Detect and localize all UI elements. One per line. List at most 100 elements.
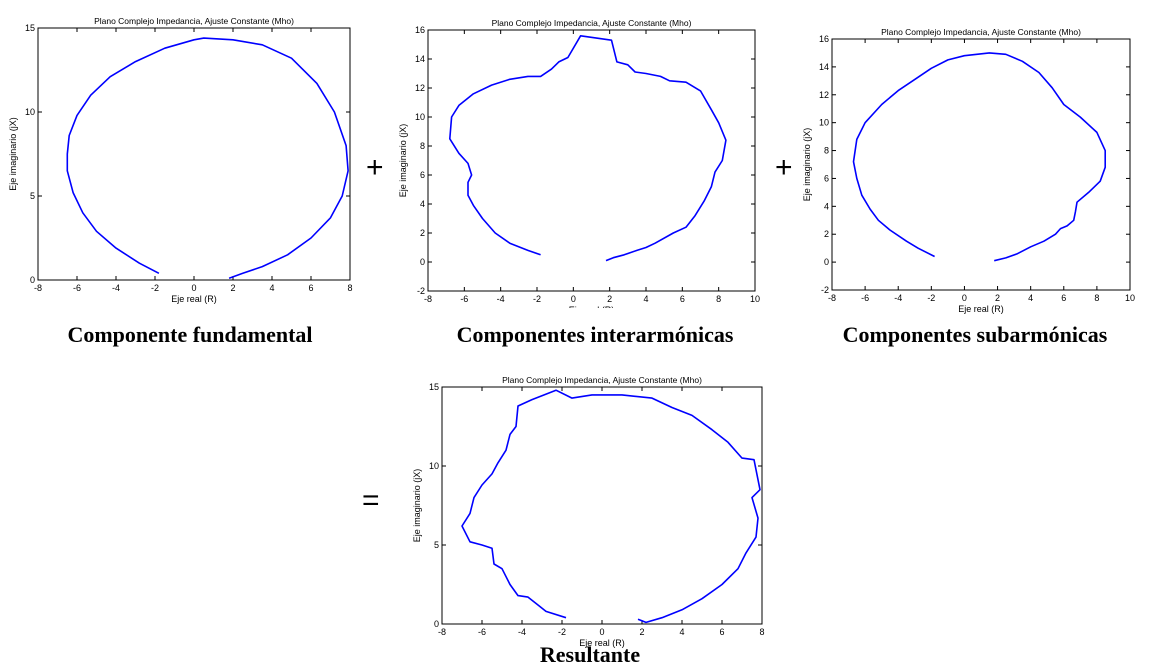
x-tick-label: 8 bbox=[716, 294, 721, 304]
x-tick-label: 0 bbox=[191, 283, 196, 293]
x-axis-label: Eje real (R) bbox=[579, 638, 625, 648]
y-tick-label: 10 bbox=[819, 118, 829, 128]
y-tick-label: 0 bbox=[30, 275, 35, 285]
x-tick-label: 8 bbox=[1094, 293, 1099, 303]
x-axis-label: Eje real (R) bbox=[569, 305, 615, 308]
x-tick-label: 8 bbox=[759, 627, 764, 637]
x-tick-label: 0 bbox=[599, 627, 604, 637]
x-tick-label: -6 bbox=[73, 283, 81, 293]
x-tick-label: -6 bbox=[478, 627, 486, 637]
caption-fundamental: Componente fundamental bbox=[67, 322, 313, 347]
x-tick-label: -8 bbox=[424, 294, 432, 304]
x-tick-label: 4 bbox=[679, 627, 684, 637]
x-tick-label: -4 bbox=[112, 283, 120, 293]
x-tick-label: 2 bbox=[607, 294, 612, 304]
chart-resultant: -8 -6 -4 -2 0 2 4 6 8 0 5 10 15 Plano Complejo Impeda… bbox=[412, 375, 765, 648]
y-tick-label: 14 bbox=[819, 62, 829, 72]
x-tick-label: 0 bbox=[962, 293, 967, 303]
y-tick-label: -2 bbox=[417, 286, 425, 296]
y-tick-label: 12 bbox=[415, 83, 425, 93]
x-tick-label: -8 bbox=[828, 293, 836, 303]
x-tick-label: 6 bbox=[1061, 293, 1066, 303]
y-tick-label: 2 bbox=[420, 228, 425, 238]
y-tick-label: 15 bbox=[25, 23, 35, 33]
x-axis-label: Eje real (R) bbox=[958, 304, 1004, 314]
y-tick-label: 4 bbox=[824, 201, 829, 211]
x-tick-label: -4 bbox=[894, 293, 902, 303]
impedance-trajectory-line bbox=[66, 37, 349, 280]
y-axis-label: Eje imaginario (jX) bbox=[802, 128, 812, 202]
chart-interharmonic: -8 -6 -4 -2 0 2 4 6 8 10 -2 0 2 4 6 8 10 12 14 16 Plano Comp… bbox=[398, 18, 760, 315]
x-tick-label: -2 bbox=[151, 283, 159, 293]
chart-subharmonic: -8 -6 -4 -2 0 2 4 6 8 10 -2 0 2 4 6 8 10 12 14 16 Plano Comp… bbox=[802, 27, 1135, 314]
caption-interharmonic: Componentes interarmónicas bbox=[456, 322, 734, 347]
y-tick-label: 0 bbox=[434, 619, 439, 629]
chart-title: Plano Complejo Impedancia, Ajuste Consta… bbox=[502, 375, 702, 385]
plot-frame bbox=[831, 38, 1131, 291]
chart-title: Plano Complejo Impedancia, Ajuste Consta… bbox=[94, 16, 294, 26]
impedance-trajectory-line bbox=[852, 52, 1107, 262]
x-tick-label: 0 bbox=[571, 294, 576, 304]
x-tick-label: 4 bbox=[269, 283, 274, 293]
x-tick-label: 4 bbox=[643, 294, 648, 304]
y-tick-label: 5 bbox=[434, 540, 439, 550]
y-tick-label: 0 bbox=[824, 257, 829, 267]
caption-resultant: Resultante bbox=[539, 642, 641, 667]
x-tick-label: 2 bbox=[230, 283, 235, 293]
y-tick-label: 10 bbox=[415, 112, 425, 122]
y-tick-label: 10 bbox=[25, 107, 35, 117]
y-tick-label: 2 bbox=[824, 229, 829, 239]
y-tick-label: 16 bbox=[819, 34, 829, 44]
y-axis-label: Eje imaginario (jX) bbox=[412, 469, 422, 543]
chart-panel-subharmonic: -8 -6 -4 -2 0 2 4 6 8 10 -2 0 2 4 6 8 10 12 14 16 Plano Comp… bbox=[792, 16, 1154, 316]
y-tick-label: 5 bbox=[30, 191, 35, 201]
x-axis-label: Eje real (R) bbox=[171, 294, 217, 304]
x-tick-label: 6 bbox=[308, 283, 313, 293]
x-tick-label: -4 bbox=[497, 294, 505, 304]
x-tick-label: 6 bbox=[719, 627, 724, 637]
y-tick-label: 8 bbox=[420, 141, 425, 151]
y-tick-label: 14 bbox=[415, 54, 425, 64]
y-tick-label: 4 bbox=[420, 199, 425, 209]
y-tick-label: 15 bbox=[429, 382, 439, 392]
y-axis-label: Eje imaginario (jX) bbox=[398, 124, 408, 198]
x-tick-label: 10 bbox=[750, 294, 760, 304]
x-tick-label: -2 bbox=[558, 627, 566, 637]
plus-operator-1: + bbox=[366, 151, 384, 184]
y-tick-label: 16 bbox=[415, 25, 425, 35]
chart-panel-fundamental: -8 -6 -4 -2 0 2 4 6 8 0 5 10 15 Plano Complejo Impeda… bbox=[0, 8, 372, 308]
x-tick-label: -6 bbox=[460, 294, 468, 304]
plot-frame bbox=[427, 29, 756, 292]
y-tick-label: 12 bbox=[819, 90, 829, 100]
chart-panel-interharmonic: -8 -6 -4 -2 0 2 4 6 8 10 -2 0 2 4 6 8 10 12 14 16 Plano Comp… bbox=[386, 8, 772, 315]
chart-title: Plano Complejo Impedancia, Ajuste Consta… bbox=[492, 18, 692, 28]
x-tick-label: -2 bbox=[533, 294, 541, 304]
plot-frame bbox=[441, 386, 763, 625]
chart-fundamental: -8 -6 -4 -2 0 2 4 6 8 0 5 10 15 Plano Complejo Impeda… bbox=[8, 16, 353, 304]
chart-panel-resultant: -8 -6 -4 -2 0 2 4 6 8 0 5 10 15 Plano Complejo Impeda… bbox=[404, 362, 776, 662]
impedance-trajectory-line bbox=[448, 34, 727, 262]
x-tick-label: -4 bbox=[518, 627, 526, 637]
x-tick-label: -8 bbox=[438, 627, 446, 637]
equals-operator: = bbox=[362, 484, 380, 517]
y-tick-label: 6 bbox=[824, 173, 829, 183]
x-tick-label: 4 bbox=[1028, 293, 1033, 303]
y-axis-label: Eje imaginario (jX) bbox=[8, 117, 18, 191]
y-tick-label: -2 bbox=[821, 285, 829, 295]
y-tick-label: 10 bbox=[429, 461, 439, 471]
impedance-trajectory-line bbox=[461, 389, 761, 624]
x-tick-label: -6 bbox=[861, 293, 869, 303]
y-tick-label: 0 bbox=[420, 257, 425, 267]
x-tick-label: -8 bbox=[34, 283, 42, 293]
plus-operator-2: + bbox=[775, 151, 793, 184]
x-tick-label: 2 bbox=[995, 293, 1000, 303]
x-tick-label: 2 bbox=[639, 627, 644, 637]
x-tick-label: 10 bbox=[1125, 293, 1135, 303]
y-tick-label: 6 bbox=[420, 170, 425, 180]
x-tick-label: 8 bbox=[347, 283, 352, 293]
plot-frame bbox=[37, 27, 351, 281]
y-tick-label: 8 bbox=[824, 146, 829, 156]
chart-title: Plano Complejo Impedancia, Ajuste Consta… bbox=[881, 27, 1081, 37]
caption-subharmonic: Componentes subarmónicas bbox=[842, 322, 1108, 347]
x-tick-label: 6 bbox=[680, 294, 685, 304]
